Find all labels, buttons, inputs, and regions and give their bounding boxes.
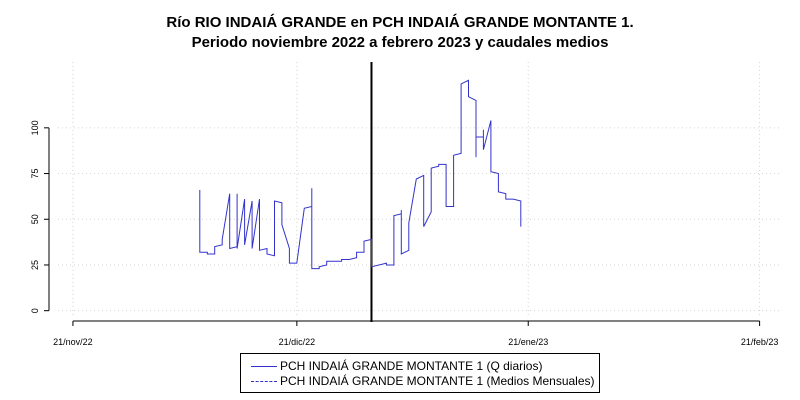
- x-tick-label-3: 21/feb/23: [741, 337, 779, 347]
- y-tick-label-0: 0: [30, 308, 40, 313]
- chart-title-line-1: Río RIO INDAIÁ GRANDE en PCH INDAIÁ GRAN…: [166, 14, 634, 31]
- x-tick-label-2: 21/ene/23: [508, 337, 548, 347]
- legend-item-monthly: PCH INDAIÁ GRANDE MONTANTE 1 (Medios Men…: [241, 374, 599, 389]
- y-tick-label-4: 100: [30, 120, 40, 135]
- x-tick-label-0: 21/nov/22: [53, 337, 93, 347]
- legend-swatch-monthly: [251, 381, 277, 382]
- y-tick-label-1: 25: [30, 260, 40, 270]
- legend-label-daily: PCH INDAIÁ GRANDE MONTANTE 1 (Q diarios): [280, 359, 543, 373]
- legend-label-monthly: PCH INDAIÁ GRANDE MONTANTE 1 (Medios Men…: [280, 374, 595, 388]
- series-line-0: [199, 79, 522, 270]
- chart-title-line-2: Periodo noviembre 2022 a febrero 2023 y …: [191, 34, 609, 51]
- x-tick-label-1: 21/dic/22: [279, 337, 316, 347]
- chart-title: Río RIO INDAIÁ GRANDE en PCH INDAIÁ GRAN…: [0, 13, 800, 53]
- legend-item-daily: PCH INDAIÁ GRANDE MONTANTE 1 (Q diarios): [241, 359, 599, 374]
- legend-swatch-daily: [251, 366, 277, 367]
- y-tick-label-3: 75: [30, 169, 40, 179]
- y-tick-label-2: 50: [30, 214, 40, 224]
- chart-legend: PCH INDAIÁ GRANDE MONTANTE 1 (Q diarios)…: [240, 353, 600, 393]
